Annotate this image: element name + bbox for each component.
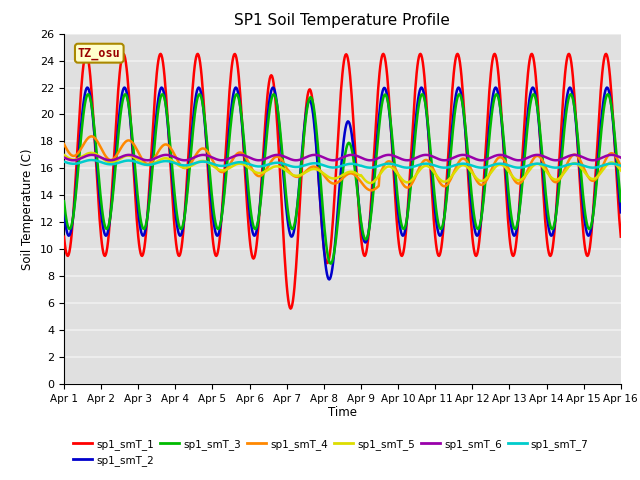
sp1_smT_6 — [390, 153, 397, 158]
sp1_smT_5 — [568, 161, 575, 167]
sp1_smT_6 — [69, 157, 77, 163]
sp1_smT_1 — [335, 112, 343, 118]
sp1_smT_4 — [207, 155, 215, 160]
sp1_smT_1 — [60, 234, 68, 240]
sp1_smT_6 — [208, 155, 216, 160]
sp1_smT_3 — [327, 261, 335, 266]
sp1_smT_4 — [88, 133, 96, 139]
sp1_smT_6 — [445, 157, 452, 163]
Line: sp1_smT_3: sp1_smT_3 — [64, 94, 621, 264]
sp1_smT_2 — [617, 209, 625, 215]
Line: sp1_smT_7: sp1_smT_7 — [64, 160, 621, 168]
Line: sp1_smT_2: sp1_smT_2 — [64, 87, 621, 279]
sp1_smT_2 — [207, 194, 215, 200]
sp1_smT_7 — [568, 161, 575, 167]
sp1_smT_1 — [183, 176, 191, 181]
sp1_smT_6 — [335, 156, 343, 162]
sp1_smT_1 — [617, 234, 625, 240]
sp1_smT_1 — [390, 168, 397, 174]
sp1_smT_1 — [568, 60, 575, 65]
sp1_smT_7 — [207, 160, 215, 166]
Line: sp1_smT_4: sp1_smT_4 — [64, 136, 621, 191]
sp1_smT_3 — [84, 91, 92, 97]
sp1_smT_1 — [445, 149, 452, 155]
Line: sp1_smT_6: sp1_smT_6 — [64, 155, 621, 160]
sp1_smT_4 — [568, 154, 575, 159]
sp1_smT_4 — [183, 165, 191, 170]
sp1_smT_5 — [617, 168, 625, 173]
Line: sp1_smT_1: sp1_smT_1 — [64, 54, 621, 309]
sp1_smT_2 — [445, 171, 452, 177]
sp1_smT_4 — [390, 162, 397, 168]
sp1_smT_3 — [60, 198, 68, 204]
sp1_smT_6 — [617, 155, 625, 160]
sp1_smT_4 — [445, 180, 452, 186]
sp1_smT_4 — [60, 141, 68, 147]
sp1_smT_7 — [617, 163, 625, 168]
sp1_smT_2 — [325, 276, 333, 282]
sp1_smT_7 — [88, 157, 96, 163]
sp1_smT_2 — [83, 84, 91, 90]
sp1_smT_6 — [184, 157, 191, 163]
sp1_smT_5 — [60, 152, 68, 158]
sp1_smT_4 — [617, 164, 625, 169]
sp1_smT_5 — [366, 180, 374, 186]
sp1_smT_5 — [390, 166, 397, 172]
sp1_smT_4 — [367, 188, 375, 193]
sp1_smT_3 — [207, 183, 215, 189]
sp1_smT_3 — [390, 148, 397, 154]
sp1_smT_6 — [568, 152, 575, 158]
sp1_smT_2 — [60, 209, 68, 215]
sp1_smT_7 — [445, 164, 452, 170]
sp1_smT_5 — [335, 174, 342, 180]
sp1_smT_3 — [445, 178, 452, 184]
sp1_smT_3 — [335, 204, 343, 210]
sp1_smT_4 — [335, 179, 342, 185]
sp1_smT_2 — [335, 187, 343, 193]
sp1_smT_6 — [88, 152, 96, 158]
Legend: sp1_smT_1, sp1_smT_2, sp1_smT_3, sp1_smT_4, sp1_smT_5, sp1_smT_6, sp1_smT_7: sp1_smT_1, sp1_smT_2, sp1_smT_3, sp1_smT… — [69, 435, 593, 470]
sp1_smT_1 — [287, 306, 294, 312]
sp1_smT_5 — [87, 150, 95, 156]
sp1_smT_3 — [617, 198, 625, 204]
Title: SP1 Soil Temperature Profile: SP1 Soil Temperature Profile — [234, 13, 451, 28]
sp1_smT_7 — [183, 162, 191, 168]
sp1_smT_1 — [207, 216, 215, 221]
sp1_smT_1 — [83, 51, 90, 57]
Y-axis label: Soil Temperature (C): Soil Temperature (C) — [22, 148, 35, 270]
sp1_smT_5 — [207, 162, 215, 168]
sp1_smT_6 — [60, 155, 68, 160]
sp1_smT_2 — [390, 156, 397, 162]
Text: TZ_osu: TZ_osu — [78, 47, 121, 60]
sp1_smT_7 — [390, 161, 397, 167]
sp1_smT_7 — [60, 159, 68, 165]
sp1_smT_2 — [183, 189, 191, 195]
sp1_smT_3 — [183, 194, 191, 200]
sp1_smT_5 — [183, 165, 191, 170]
sp1_smT_2 — [568, 86, 575, 92]
sp1_smT_5 — [445, 177, 452, 183]
sp1_smT_7 — [366, 165, 374, 170]
sp1_smT_7 — [335, 164, 342, 170]
Line: sp1_smT_5: sp1_smT_5 — [64, 153, 621, 183]
sp1_smT_3 — [568, 92, 575, 97]
X-axis label: Time: Time — [328, 407, 357, 420]
